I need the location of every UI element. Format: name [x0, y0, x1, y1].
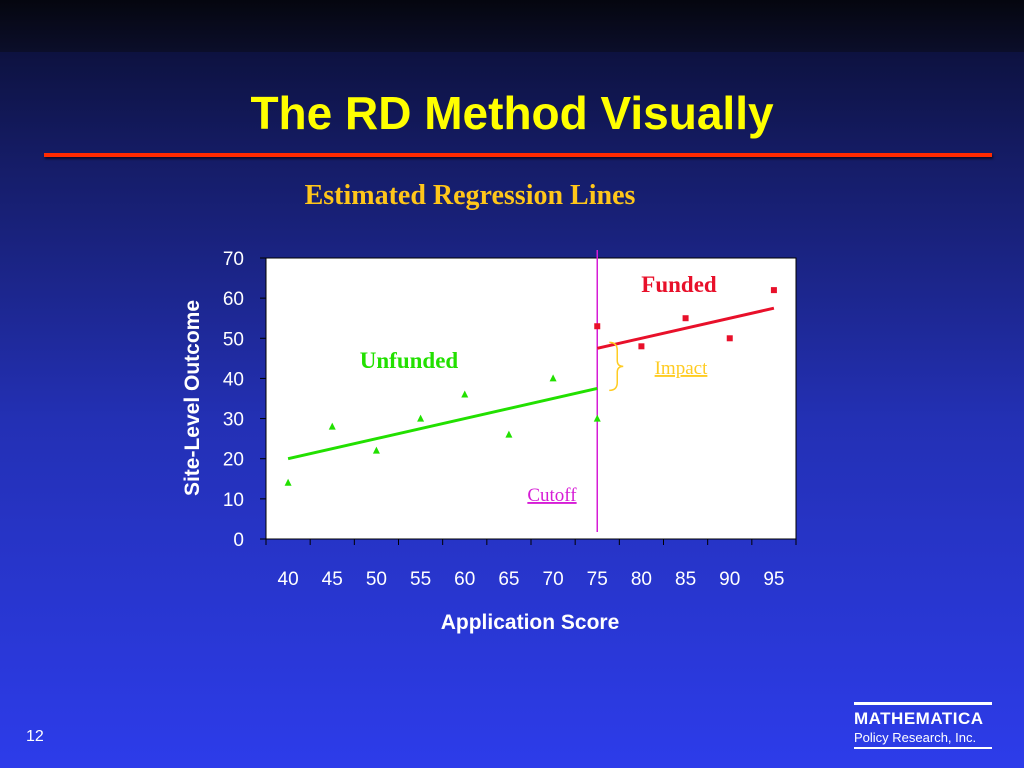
slide-title: The RD Method Visually: [250, 87, 774, 139]
funded-point: [682, 315, 689, 322]
y-tick-label: 70: [223, 249, 244, 270]
unfunded-point: [284, 478, 292, 486]
unfunded-point: [593, 414, 601, 422]
slide-number: 12: [26, 728, 44, 745]
x-tick-label: 65: [498, 569, 519, 590]
title-rule: [44, 153, 992, 157]
mathematica-logo: MATHEMATICA Policy Research, Inc.: [854, 702, 992, 749]
x-axis-title: Application Score: [441, 611, 620, 634]
unfunded-label: Unfunded: [360, 348, 459, 373]
unfunded-point: [461, 390, 469, 398]
x-tick-label: 90: [719, 569, 740, 590]
top-band: [0, 0, 1024, 52]
funded-regression-line: [596, 306, 775, 350]
logo-sub-text: Policy Research, Inc.: [854, 730, 977, 745]
y-tick-label: 60: [223, 289, 244, 310]
x-tick-label: 85: [675, 569, 696, 590]
x-tick-label: 40: [278, 569, 299, 590]
plot-area: [265, 257, 797, 540]
logo-bar-top: [854, 702, 992, 705]
chart-subtitle: Estimated Regression Lines: [304, 180, 636, 211]
unfunded-point: [549, 374, 557, 382]
x-tick-label: 50: [366, 569, 387, 590]
x-tick-label: 70: [543, 569, 564, 590]
unfunded-point: [417, 414, 425, 422]
funded-point: [726, 335, 733, 342]
unfunded-point: [372, 446, 380, 454]
y-tick-label: 40: [223, 369, 244, 390]
impact-label: Impact: [655, 358, 708, 379]
logo-bar-bottom: [854, 747, 992, 749]
y-tick-label: 20: [223, 450, 244, 471]
unfunded-regression-line: [287, 387, 598, 461]
y-tick-label: 0: [233, 530, 244, 551]
y-axis-title: Site-Level Outcome: [181, 300, 204, 496]
x-tick-label: 80: [631, 569, 652, 590]
funded-point: [594, 323, 601, 330]
cutoff-label: Cutoff: [527, 485, 577, 506]
x-tick-label: 75: [587, 569, 608, 590]
x-tick-label: 45: [322, 569, 343, 590]
x-tick-label: 95: [763, 569, 784, 590]
y-tick-label: 50: [223, 329, 244, 350]
x-tick-label: 55: [410, 569, 431, 590]
funded-point: [770, 287, 777, 294]
impact-brace: [609, 341, 624, 392]
logo-main-text: MATHEMATICA: [854, 709, 984, 728]
funded-label: Funded: [641, 272, 717, 297]
unfunded-point: [328, 422, 336, 430]
unfunded-point: [505, 430, 513, 438]
x-tick-label: 60: [454, 569, 475, 590]
y-tick-label: 10: [223, 490, 244, 511]
y-tick-label: 30: [223, 410, 244, 431]
funded-point: [638, 343, 645, 350]
